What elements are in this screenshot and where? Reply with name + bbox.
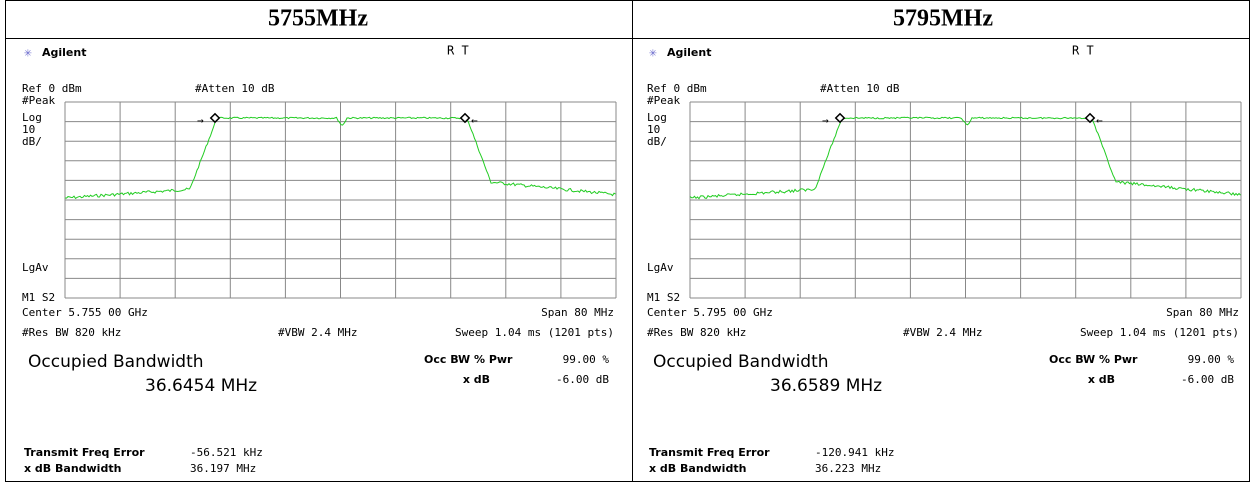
marker	[459, 112, 471, 124]
scale-label: Log	[647, 111, 667, 124]
panel-title: 5795MHz	[893, 6, 993, 32]
occ-title: Occupied Bandwidth	[28, 352, 204, 372]
status: R T	[447, 44, 469, 58]
trace	[689, 116, 1241, 200]
center-freq: Center 5.755 00 GHz	[22, 306, 148, 319]
xdb-value: -6.00 dB	[1181, 373, 1234, 386]
marker-arrow: →	[822, 114, 829, 127]
span: Span 80 MHz	[1166, 306, 1239, 319]
xdb-value: -6.00 dB	[556, 373, 609, 386]
res-bw: #Res BW 820 kHz	[22, 326, 121, 339]
ref-level: Ref 0 dBm	[647, 82, 707, 95]
span: Span 80 MHz	[541, 306, 614, 319]
marker-arrow: ←	[471, 114, 478, 127]
xbw-label: x dB Bandwidth	[24, 462, 121, 475]
status: R T	[1072, 44, 1094, 58]
marker	[834, 112, 846, 124]
scale-label: dB/	[22, 135, 42, 148]
vbw: #VBW 2.4 MHz	[903, 326, 982, 339]
attenuation: #Atten 10 dB	[195, 82, 275, 95]
lgav: LgAv	[647, 261, 674, 274]
ref-level: Ref 0 dBm	[22, 82, 82, 95]
logo: ✳	[649, 46, 657, 61]
occ-pwr-label: Occ BW % Pwr	[1049, 353, 1138, 366]
scale-label: #Peak	[647, 94, 680, 107]
xbw-value: 36.197 MHz	[190, 462, 256, 475]
occ-pwr-value: 99.00 %	[563, 353, 610, 366]
sweep: Sweep 1.04 ms (1201 pts)	[1080, 326, 1239, 339]
brand: Agilent	[42, 46, 86, 59]
vbw: #VBW 2.4 MHz	[278, 326, 357, 339]
occ-pwr-value: 99.00 %	[1188, 353, 1235, 366]
tfe-value: -56.521 kHz	[190, 446, 263, 459]
marker-status: M1 S2	[22, 291, 55, 304]
scale-label: Log	[22, 111, 42, 124]
res-bw: #Res BW 820 kHz	[647, 326, 746, 339]
attenuation: #Atten 10 dB	[820, 82, 900, 95]
table-border	[5, 0, 1250, 482]
logo: ✳	[24, 46, 32, 61]
marker	[209, 112, 221, 124]
occ-value: 36.6589 MHz	[770, 376, 882, 396]
lgav: LgAv	[22, 261, 49, 274]
marker	[1084, 112, 1096, 124]
xbw-label: x dB Bandwidth	[649, 462, 746, 475]
marker-arrow: →	[197, 114, 204, 127]
marker-status: M1 S2	[647, 291, 680, 304]
brand: Agilent	[667, 46, 711, 59]
scale-label: dB/	[647, 135, 667, 148]
scale-label: 10	[22, 123, 35, 136]
scale-label: 10	[647, 123, 660, 136]
scale-label: #Peak	[22, 94, 55, 107]
marker-arrow: ←	[1096, 114, 1103, 127]
occ-title: Occupied Bandwidth	[653, 352, 829, 372]
trace	[64, 116, 616, 200]
center-freq: Center 5.795 00 GHz	[647, 306, 773, 319]
tfe-value: -120.941 kHz	[815, 446, 894, 459]
xbw-value: 36.223 MHz	[815, 462, 881, 475]
occ-value: 36.6454 MHz	[145, 376, 257, 396]
xdb-label: x dB	[1088, 373, 1115, 386]
panel-title: 5755MHz	[268, 6, 368, 32]
occ-pwr-label: Occ BW % Pwr	[424, 353, 513, 366]
xdb-label: x dB	[463, 373, 490, 386]
sweep: Sweep 1.04 ms (1201 pts)	[455, 326, 614, 339]
tfe-label: Transmit Freq Error	[649, 446, 770, 459]
tfe-label: Transmit Freq Error	[24, 446, 145, 459]
